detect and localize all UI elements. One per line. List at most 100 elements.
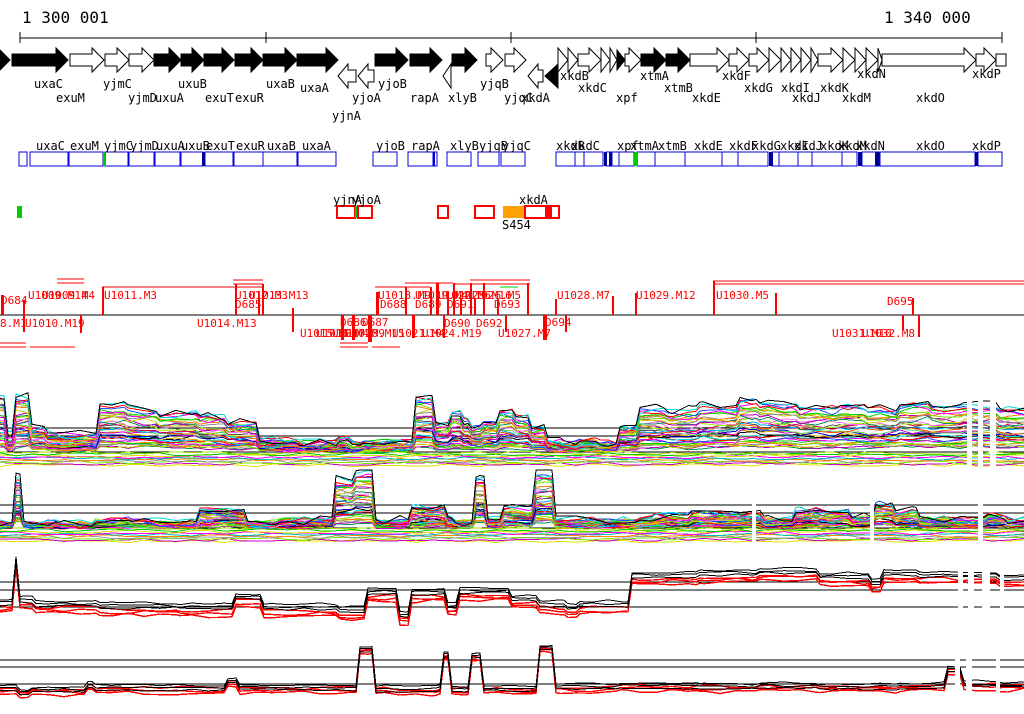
profile-band-3[interactable] <box>0 554 1024 628</box>
feature-marker <box>17 206 22 218</box>
gene-arrow-xkdI-1[interactable] <box>780 46 792 74</box>
cds-box-exuR[interactable] <box>233 151 264 167</box>
gene-arrow-xlyB[interactable] <box>451 46 478 74</box>
cds-box-xkdJ[interactable] <box>778 151 799 167</box>
gene-label-yjmD: yjmD <box>128 91 157 105</box>
gene-arrow-uxaA[interactable] <box>296 46 339 74</box>
segment-boundary-tick <box>262 284 264 315</box>
cds-box-uxaA[interactable] <box>297 151 337 167</box>
gene-arrow-xkdK[interactable] <box>817 46 844 74</box>
gene-arrow-exuM[interactable] <box>69 46 105 74</box>
cds-box-exuT[interactable] <box>204 151 234 167</box>
cds-box-xkdF[interactable] <box>721 151 739 167</box>
cds-box-xkdH[interactable] <box>771 151 780 167</box>
profile-band-4[interactable] <box>0 638 1024 704</box>
gene-arrow-uxaB[interactable] <box>262 46 298 74</box>
gene-arrow-yjoA[interactable] <box>357 62 375 90</box>
cds-box-yjmD[interactable] <box>128 151 155 167</box>
gene-arrow-xkdG[interactable] <box>748 46 770 74</box>
feature-feature[interactable] <box>437 205 449 219</box>
gene-label-uxaA: uxaA <box>300 81 330 95</box>
gene-arrow-exuT[interactable] <box>203 46 235 74</box>
gene-arrow-yjmC[interactable] <box>104 46 130 74</box>
cds-label-xkdE: xkdE <box>694 139 723 153</box>
cds-box-xkdI[interactable] <box>797 151 813 167</box>
cds-box-xtmA[interactable] <box>636 151 656 167</box>
gene-arrow-xkdP[interactable] <box>975 46 997 74</box>
cds-box-xkdO[interactable] <box>879 151 976 167</box>
gene-arrow-xkdE[interactable] <box>689 46 730 74</box>
gene-arrow-small-black[interactable] <box>616 48 626 72</box>
gene-arrow-yjqB-2[interactable] <box>504 46 527 74</box>
gene-arrow-xkdM-1[interactable] <box>842 46 856 74</box>
gene-arrow-xkdJ-2[interactable] <box>810 46 819 74</box>
cds-accent-bar <box>858 152 862 166</box>
gene-arrow-left-partial[interactable] <box>0 49 11 71</box>
gene-arrow-xlyB-anti[interactable] <box>442 62 452 90</box>
cds-box-xkdG[interactable] <box>737 151 769 167</box>
gene-arrow-yjqB-1[interactable] <box>485 46 504 74</box>
segment-label-D684: D684 <box>1 294 28 307</box>
feature-feature[interactable] <box>474 205 495 219</box>
feature-S454[interactable] <box>503 206 525 218</box>
gene-arrow-xkdD-2[interactable] <box>609 46 618 74</box>
cds-box-xpf[interactable] <box>618 151 635 167</box>
cds-box-xkdE[interactable] <box>684 151 723 167</box>
gene-arrow-uxuA[interactable] <box>153 46 182 74</box>
cds-box-xkdC[interactable] <box>583 151 604 167</box>
gene-arrow-xtmA[interactable] <box>640 46 667 74</box>
gene-arrow-yjmD[interactable] <box>128 46 155 74</box>
cds-box-xkdM[interactable] <box>841 151 858 167</box>
profile-envelope-trace <box>0 469 1024 528</box>
cds-box-yjqB[interactable] <box>477 151 500 167</box>
gene-arrow-exuR[interactable] <box>234 46 264 74</box>
cds-box-xkdK[interactable] <box>811 151 843 167</box>
gene-arrow-xkdO[interactable] <box>881 46 977 74</box>
gene-arrow-xkdJ[interactable] <box>800 46 812 74</box>
cds-box-yjqC[interactable] <box>500 151 526 167</box>
gene-arrow-uxuB[interactable] <box>180 46 205 74</box>
cds-label-xkdK: xkdK <box>820 139 850 153</box>
cds-box-uxuB[interactable] <box>180 151 204 167</box>
gene-arrow-uxaC[interactable] <box>11 46 69 74</box>
cds-box-uxuA[interactable] <box>154 151 181 167</box>
gene-arrow-xkdD-1[interactable] <box>600 46 611 74</box>
cds-box-xkdB-2[interactable] <box>574 151 585 167</box>
profile-band-2[interactable] <box>0 468 1024 547</box>
cds-box-yjoB[interactable] <box>372 151 398 167</box>
feature-xkdA[interactable] <box>524 205 560 219</box>
gene-arrow-xkdB-2[interactable] <box>567 46 579 74</box>
gene-arrow-yjoB[interactable] <box>374 46 409 74</box>
cds-box-xkdD-2[interactable] <box>611 151 620 167</box>
gene-arrow-rapA[interactable] <box>409 46 443 74</box>
gene-arrow-xpf[interactable] <box>624 46 642 74</box>
cds-box-exuM[interactable] <box>68 151 104 167</box>
gene-label-xpf: xpf <box>616 91 638 105</box>
gene-arrow-xkdH[interactable] <box>768 46 782 74</box>
gene-arrow-yjnA[interactable] <box>337 62 357 90</box>
gene-arrow-xkdA[interactable] <box>544 62 559 90</box>
cds-box-yjmC[interactable] <box>104 151 129 167</box>
cds-box-xkdP[interactable] <box>977 151 1003 167</box>
cds-box-xkdB[interactable] <box>555 151 576 167</box>
gene-arrow-yjqC[interactable] <box>527 62 544 90</box>
feature-xkdA-core[interactable] <box>545 206 552 218</box>
cds-box-xtmB[interactable] <box>654 151 686 167</box>
gene-arrow-xkdI-2[interactable] <box>790 46 802 74</box>
gene-arrow-xkdM-2[interactable] <box>854 46 867 74</box>
gene-arrow-xkdP-end[interactable] <box>995 53 1007 67</box>
gene-arrow-xkdF[interactable] <box>728 46 750 74</box>
feature-yjnA[interactable] <box>336 205 356 219</box>
segment-boundary-tick <box>405 287 407 315</box>
gene-arrow-xkdC[interactable] <box>577 46 602 74</box>
cds-box-box[interactable] <box>18 151 28 167</box>
cds-box-xlyB[interactable] <box>446 151 472 167</box>
profile-trace <box>0 456 1024 461</box>
cds-box-rapA[interactable] <box>407 151 434 167</box>
cds-box-uxaB[interactable] <box>262 151 298 167</box>
feature-yjoA[interactable] <box>357 205 373 219</box>
profile-band-1[interactable] <box>0 386 1024 472</box>
gene-arrow-xtmB[interactable] <box>665 46 691 74</box>
cds-box-uxaC[interactable] <box>29 151 69 167</box>
